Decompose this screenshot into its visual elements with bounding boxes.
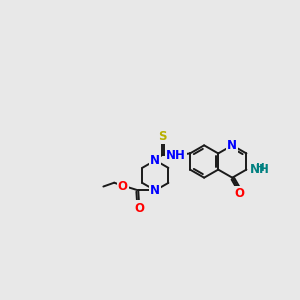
Text: O: O	[118, 180, 128, 193]
Text: NH: NH	[250, 163, 269, 176]
Text: N: N	[227, 139, 237, 152]
Text: O: O	[234, 187, 244, 200]
Text: H: H	[256, 163, 265, 173]
Text: S: S	[158, 130, 167, 143]
Text: N: N	[150, 154, 160, 167]
Text: O: O	[134, 202, 144, 214]
Text: N: N	[150, 184, 160, 197]
Text: NH: NH	[166, 149, 186, 162]
